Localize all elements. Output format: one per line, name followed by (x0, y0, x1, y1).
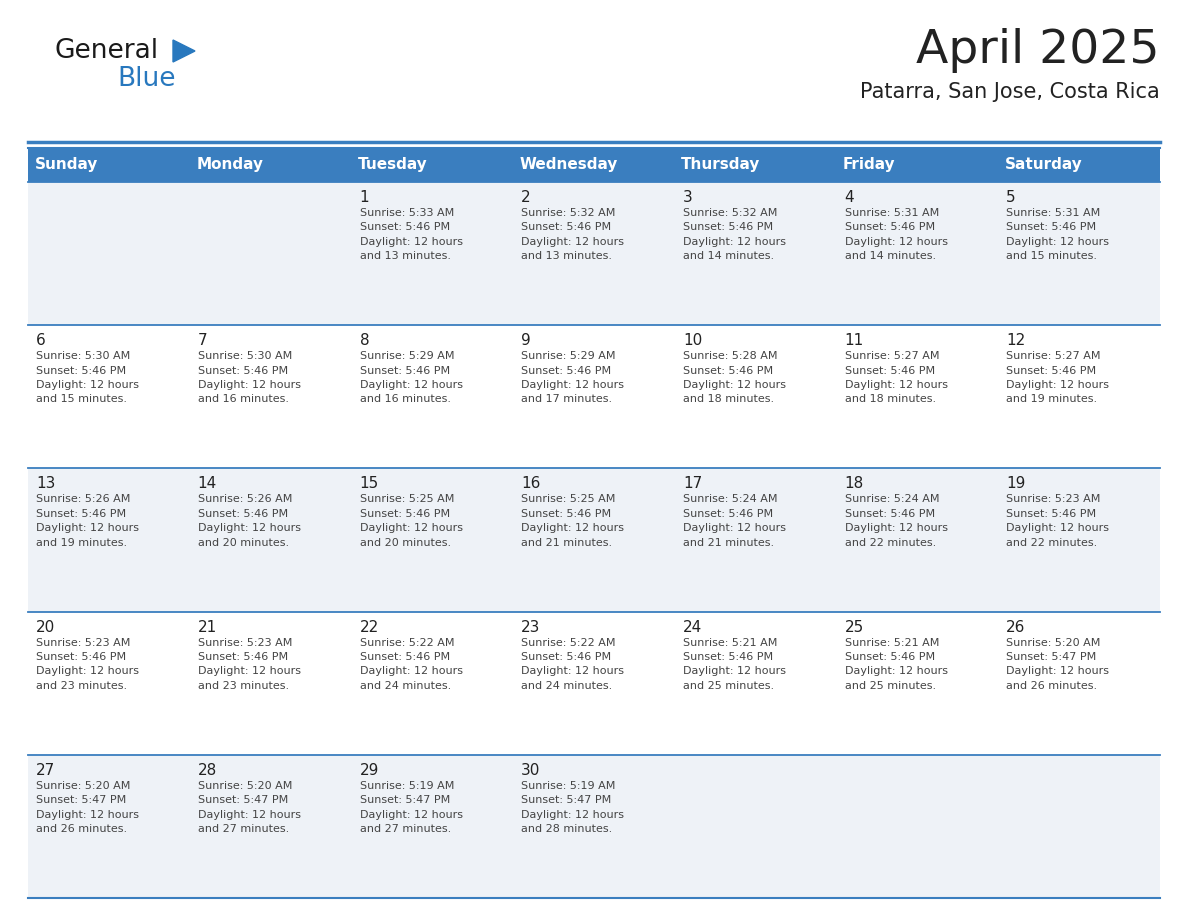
Text: 7: 7 (197, 333, 208, 348)
Text: April 2025: April 2025 (916, 28, 1159, 73)
Text: Sunday: Sunday (34, 158, 97, 173)
Text: Monday: Monday (196, 158, 264, 173)
Text: Sunrise: 5:25 AM
Sunset: 5:46 PM
Daylight: 12 hours
and 20 minutes.: Sunrise: 5:25 AM Sunset: 5:46 PM Dayligh… (360, 495, 462, 548)
Text: Sunrise: 5:27 AM
Sunset: 5:46 PM
Daylight: 12 hours
and 18 minutes.: Sunrise: 5:27 AM Sunset: 5:46 PM Dayligh… (845, 352, 948, 405)
Text: 13: 13 (36, 476, 56, 491)
Text: 2: 2 (522, 190, 531, 205)
Text: 27: 27 (36, 763, 56, 778)
Bar (29, 325, 1159, 468)
Text: 10: 10 (683, 333, 702, 348)
Text: Sunrise: 5:24 AM
Sunset: 5:46 PM
Daylight: 12 hours
and 22 minutes.: Sunrise: 5:24 AM Sunset: 5:46 PM Dayligh… (845, 495, 948, 548)
Text: 14: 14 (197, 476, 217, 491)
Text: 15: 15 (360, 476, 379, 491)
Text: Sunrise: 5:28 AM
Sunset: 5:46 PM
Daylight: 12 hours
and 18 minutes.: Sunrise: 5:28 AM Sunset: 5:46 PM Dayligh… (683, 352, 786, 405)
Bar (29, 755, 1159, 898)
Text: Sunrise: 5:21 AM
Sunset: 5:46 PM
Daylight: 12 hours
and 25 minutes.: Sunrise: 5:21 AM Sunset: 5:46 PM Dayligh… (683, 638, 786, 691)
Text: 11: 11 (845, 333, 864, 348)
Text: 4: 4 (845, 190, 854, 205)
Text: Thursday: Thursday (682, 158, 760, 173)
Text: Sunrise: 5:31 AM
Sunset: 5:46 PM
Daylight: 12 hours
and 14 minutes.: Sunrise: 5:31 AM Sunset: 5:46 PM Dayligh… (845, 208, 948, 262)
Text: Wednesday: Wednesday (519, 158, 618, 173)
Text: Sunrise: 5:25 AM
Sunset: 5:46 PM
Daylight: 12 hours
and 21 minutes.: Sunrise: 5:25 AM Sunset: 5:46 PM Dayligh… (522, 495, 624, 548)
Text: Sunrise: 5:31 AM
Sunset: 5:46 PM
Daylight: 12 hours
and 15 minutes.: Sunrise: 5:31 AM Sunset: 5:46 PM Dayligh… (1006, 208, 1110, 262)
Text: 19: 19 (1006, 476, 1025, 491)
Text: 9: 9 (522, 333, 531, 348)
Text: 6: 6 (36, 333, 46, 348)
Text: Friday: Friday (843, 158, 896, 173)
Bar (29, 182, 1159, 325)
Text: Blue: Blue (116, 66, 176, 92)
Text: Sunrise: 5:20 AM
Sunset: 5:47 PM
Daylight: 12 hours
and 27 minutes.: Sunrise: 5:20 AM Sunset: 5:47 PM Dayligh… (197, 781, 301, 834)
Text: Sunrise: 5:20 AM
Sunset: 5:47 PM
Daylight: 12 hours
and 26 minutes.: Sunrise: 5:20 AM Sunset: 5:47 PM Dayligh… (1006, 638, 1110, 691)
Text: Sunrise: 5:29 AM
Sunset: 5:46 PM
Daylight: 12 hours
and 17 minutes.: Sunrise: 5:29 AM Sunset: 5:46 PM Dayligh… (522, 352, 624, 405)
Text: 12: 12 (1006, 333, 1025, 348)
Text: Sunrise: 5:19 AM
Sunset: 5:47 PM
Daylight: 12 hours
and 27 minutes.: Sunrise: 5:19 AM Sunset: 5:47 PM Dayligh… (360, 781, 462, 834)
Text: Sunrise: 5:26 AM
Sunset: 5:46 PM
Daylight: 12 hours
and 20 minutes.: Sunrise: 5:26 AM Sunset: 5:46 PM Dayligh… (197, 495, 301, 548)
Text: 8: 8 (360, 333, 369, 348)
Text: Sunrise: 5:29 AM
Sunset: 5:46 PM
Daylight: 12 hours
and 16 minutes.: Sunrise: 5:29 AM Sunset: 5:46 PM Dayligh… (360, 352, 462, 405)
Text: 20: 20 (36, 620, 56, 634)
Text: Sunrise: 5:22 AM
Sunset: 5:46 PM
Daylight: 12 hours
and 24 minutes.: Sunrise: 5:22 AM Sunset: 5:46 PM Dayligh… (522, 638, 624, 691)
Text: 1: 1 (360, 190, 369, 205)
Text: Patarra, San Jose, Costa Rica: Patarra, San Jose, Costa Rica (860, 82, 1159, 102)
Text: 5: 5 (1006, 190, 1016, 205)
Text: 26: 26 (1006, 620, 1025, 634)
Text: Sunrise: 5:21 AM
Sunset: 5:46 PM
Daylight: 12 hours
and 25 minutes.: Sunrise: 5:21 AM Sunset: 5:46 PM Dayligh… (845, 638, 948, 691)
Text: Sunrise: 5:23 AM
Sunset: 5:46 PM
Daylight: 12 hours
and 23 minutes.: Sunrise: 5:23 AM Sunset: 5:46 PM Dayligh… (36, 638, 139, 691)
Text: 17: 17 (683, 476, 702, 491)
Text: 29: 29 (360, 763, 379, 778)
Text: Sunrise: 5:33 AM
Sunset: 5:46 PM
Daylight: 12 hours
and 13 minutes.: Sunrise: 5:33 AM Sunset: 5:46 PM Dayligh… (360, 208, 462, 262)
Text: Tuesday: Tuesday (358, 158, 428, 173)
Text: Sunrise: 5:26 AM
Sunset: 5:46 PM
Daylight: 12 hours
and 19 minutes.: Sunrise: 5:26 AM Sunset: 5:46 PM Dayligh… (36, 495, 139, 548)
Text: Sunrise: 5:24 AM
Sunset: 5:46 PM
Daylight: 12 hours
and 21 minutes.: Sunrise: 5:24 AM Sunset: 5:46 PM Dayligh… (683, 495, 786, 548)
Text: General: General (55, 38, 159, 64)
Text: 23: 23 (522, 620, 541, 634)
Text: 3: 3 (683, 190, 693, 205)
Text: Sunrise: 5:32 AM
Sunset: 5:46 PM
Daylight: 12 hours
and 13 minutes.: Sunrise: 5:32 AM Sunset: 5:46 PM Dayligh… (522, 208, 624, 262)
Text: 25: 25 (845, 620, 864, 634)
Text: 24: 24 (683, 620, 702, 634)
Bar (29, 611, 1159, 755)
Text: Sunrise: 5:23 AM
Sunset: 5:46 PM
Daylight: 12 hours
and 23 minutes.: Sunrise: 5:23 AM Sunset: 5:46 PM Dayligh… (197, 638, 301, 691)
Text: Sunrise: 5:23 AM
Sunset: 5:46 PM
Daylight: 12 hours
and 22 minutes.: Sunrise: 5:23 AM Sunset: 5:46 PM Dayligh… (1006, 495, 1110, 548)
Text: 16: 16 (522, 476, 541, 491)
Polygon shape (173, 40, 195, 62)
Text: 22: 22 (360, 620, 379, 634)
Text: Sunrise: 5:30 AM
Sunset: 5:46 PM
Daylight: 12 hours
and 15 minutes.: Sunrise: 5:30 AM Sunset: 5:46 PM Dayligh… (36, 352, 139, 405)
Text: Sunrise: 5:20 AM
Sunset: 5:47 PM
Daylight: 12 hours
and 26 minutes.: Sunrise: 5:20 AM Sunset: 5:47 PM Dayligh… (36, 781, 139, 834)
Text: 30: 30 (522, 763, 541, 778)
Text: Sunrise: 5:27 AM
Sunset: 5:46 PM
Daylight: 12 hours
and 19 minutes.: Sunrise: 5:27 AM Sunset: 5:46 PM Dayligh… (1006, 352, 1110, 405)
Text: 18: 18 (845, 476, 864, 491)
Text: Sunrise: 5:22 AM
Sunset: 5:46 PM
Daylight: 12 hours
and 24 minutes.: Sunrise: 5:22 AM Sunset: 5:46 PM Dayligh… (360, 638, 462, 691)
Text: Sunrise: 5:19 AM
Sunset: 5:47 PM
Daylight: 12 hours
and 28 minutes.: Sunrise: 5:19 AM Sunset: 5:47 PM Dayligh… (522, 781, 624, 834)
Text: 21: 21 (197, 620, 217, 634)
Text: Sunrise: 5:30 AM
Sunset: 5:46 PM
Daylight: 12 hours
and 16 minutes.: Sunrise: 5:30 AM Sunset: 5:46 PM Dayligh… (197, 352, 301, 405)
Text: Sunrise: 5:32 AM
Sunset: 5:46 PM
Daylight: 12 hours
and 14 minutes.: Sunrise: 5:32 AM Sunset: 5:46 PM Dayligh… (683, 208, 786, 262)
Bar (29, 148, 1159, 182)
Text: Saturday: Saturday (1005, 158, 1082, 173)
Bar (29, 468, 1159, 611)
Text: 28: 28 (197, 763, 217, 778)
